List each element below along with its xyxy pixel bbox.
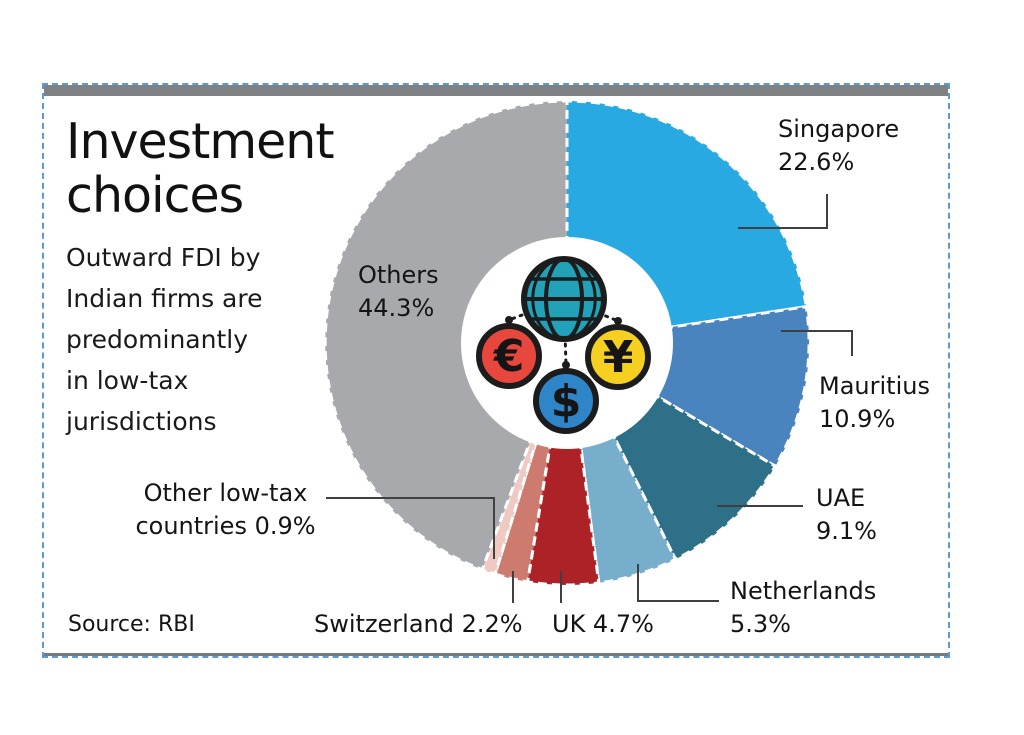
panel-bottom-rule (44, 653, 948, 656)
leader-singapore (738, 194, 828, 229)
donut-hole (461, 237, 673, 449)
callout-mauritius: Mauritius 10.9% (819, 372, 930, 433)
callout-other-low-tax: Other low-tax countries 0.9% (135, 479, 316, 540)
leader-netherlands (637, 564, 719, 602)
currency-symbol: ¥ (603, 332, 634, 383)
leader-other-low-tax (326, 497, 495, 559)
leader-mauritius (781, 330, 853, 356)
callout-netherlands: Netherlands 5.3% (730, 577, 877, 638)
panel-top-bar (44, 85, 948, 96)
chart-subtitle: Outward FDI by Indian firms are predomin… (66, 243, 263, 436)
slice-others (323, 99, 569, 572)
callout-switzerland: Switzerland 2.2% (314, 610, 523, 638)
donut-chart: € ¥ $ (323, 99, 853, 603)
callout-uk: UK 4.7% (552, 610, 654, 638)
currency-symbol: € (493, 331, 525, 382)
callout-singapore: Singapore 22.6% (778, 115, 900, 176)
callout-others: Others 44.3% (358, 261, 439, 322)
currency-symbol: $ (551, 376, 582, 427)
globe-currency-exchange-icon: € ¥ $ (476, 256, 651, 434)
source-credit: Source: RBI (68, 612, 195, 637)
callout-uae: UAE 9.1% (816, 484, 877, 545)
chart-panel: € ¥ $ Investment choices Outward FDI by In… (42, 83, 950, 658)
chart-title: Investment choices (66, 113, 335, 224)
